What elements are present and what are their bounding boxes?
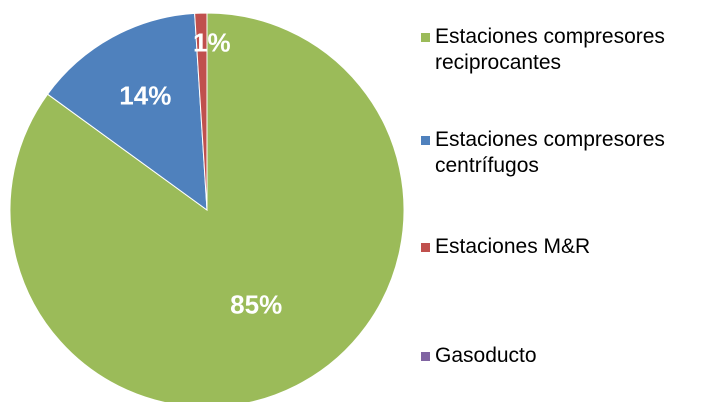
legend-swatch (421, 352, 430, 361)
pie-slice (46, 12, 208, 212)
data-label: 14% (119, 81, 171, 111)
legend-item: Estaciones compresores reciprocantes (421, 24, 721, 76)
legend-label: Estaciones M&R (435, 235, 591, 258)
pie-slice (9, 12, 405, 402)
legend-item: Estaciones compresores centrífugos (421, 127, 721, 179)
legend-swatch (421, 136, 430, 145)
pie: 85% 14% 1% (9, 12, 405, 402)
legend-item: Estaciones M&R (421, 234, 721, 260)
legend-label: Estaciones compresores centrífugos (435, 128, 665, 177)
data-label: 1% (193, 27, 231, 57)
legend-item: Gasoducto (421, 343, 721, 369)
legend-label: Estaciones compresores reciprocantes (435, 25, 665, 74)
pie-slice (194, 12, 208, 211)
legend-swatch (421, 243, 430, 252)
legend-label: Gasoducto (435, 344, 537, 367)
legend-swatch (421, 33, 430, 42)
data-label: 85% (230, 289, 282, 319)
